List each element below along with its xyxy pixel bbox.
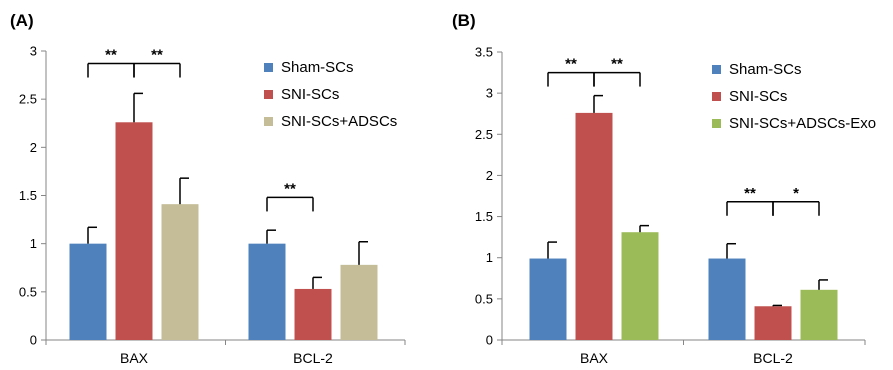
significance-label: ** [565, 56, 577, 73]
legend-label: SNI-SCs [281, 86, 339, 103]
significance-label: ** [105, 47, 117, 64]
y-tick-label: 2.5 [19, 92, 37, 107]
category-label: BAX [120, 350, 149, 366]
panel-label-a: (A) [10, 11, 34, 30]
bar [294, 288, 332, 340]
y-tick-label: 1.5 [19, 188, 37, 203]
significance-label: ** [151, 47, 163, 64]
y-tick-label: 0.5 [475, 291, 493, 306]
bar [754, 306, 792, 340]
significance-label: ** [611, 56, 623, 73]
bar [708, 258, 746, 340]
y-tick-label: 1 [30, 236, 37, 251]
panel-a: (A) 0 0.5 1 1.5 2 2.5 3 BAX BCL-2 ** ** ** Sham-SCs S… [10, 11, 406, 366]
legend-swatch [264, 117, 273, 126]
category-label: BAX [580, 350, 609, 366]
y-tick-label: 1.5 [475, 209, 493, 224]
legend-label: SNI-SCs+ADSCs [281, 113, 397, 130]
significance-label: ** [284, 180, 296, 197]
y-tick-label: 2 [486, 168, 493, 183]
legend-label: Sham-SCs [281, 59, 354, 76]
bar [529, 258, 567, 340]
y-tick-label: 2 [30, 140, 37, 155]
legend-label: SNI-SCs+ADSCs-Exo [729, 115, 876, 132]
bar [248, 243, 286, 340]
bar [340, 264, 378, 340]
y-tick-label: 2.5 [475, 127, 493, 142]
legend-swatch [264, 90, 273, 99]
legend-swatch [264, 63, 273, 72]
y-tick-label: 3 [486, 86, 493, 101]
y-tick-label: 1 [486, 250, 493, 265]
bar [115, 122, 153, 340]
y-tick-label: 0.5 [19, 284, 37, 299]
significance-label: * [793, 185, 799, 202]
legend-swatch [712, 92, 721, 101]
significance-label: ** [744, 185, 756, 202]
y-tick-label: 0 [30, 333, 37, 348]
category-label: BCL-2 [753, 350, 793, 366]
bar [161, 204, 199, 340]
y-tick-label: 3.5 [475, 45, 493, 60]
bar [621, 232, 659, 340]
bar [575, 112, 613, 341]
legend-swatch [712, 65, 721, 74]
bar [69, 243, 107, 340]
legend-swatch [712, 119, 721, 128]
legend-label: Sham-SCs [729, 61, 802, 78]
category-label: BCL-2 [293, 350, 333, 366]
legend-label: SNI-SCs [729, 88, 787, 105]
y-tick-label: 3 [30, 44, 37, 59]
bar [800, 289, 838, 340]
panel-label-b: (B) [452, 11, 476, 30]
y-tick-label: 0 [486, 333, 493, 348]
